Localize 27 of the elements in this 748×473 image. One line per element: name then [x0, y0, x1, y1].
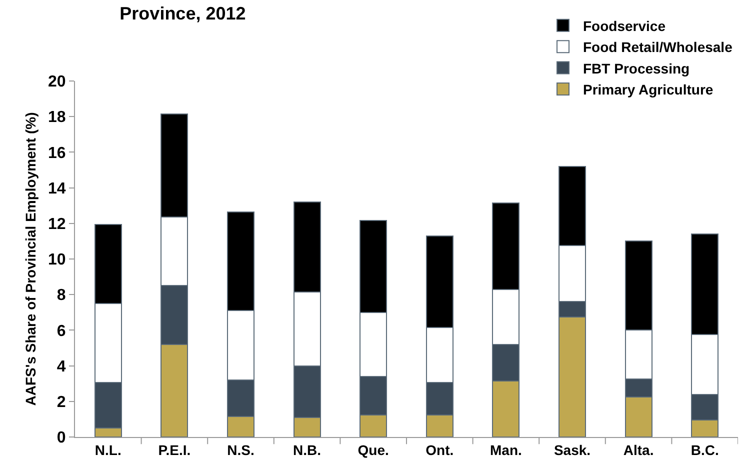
y-tick-label: 10: [48, 252, 66, 269]
legend-label: Food Retail/Wholesale: [583, 39, 733, 56]
y-tick-label: 8: [56, 287, 66, 304]
x-tick-label: Que.: [358, 442, 389, 458]
y-tick-label: 18: [48, 109, 66, 126]
y-tick-label: 20: [48, 74, 66, 91]
y-tick-label: 12: [48, 216, 66, 233]
y-tick-label: 16: [48, 144, 66, 162]
x-tick-label: Man.: [490, 442, 522, 458]
x-tick-label: Sask.: [554, 442, 591, 458]
y-tick-label: 14: [48, 180, 66, 198]
legend-label: Foodservice: [583, 18, 666, 34]
x-tick-label: Alta.: [623, 442, 654, 458]
x-tick-label: N.B.: [293, 442, 322, 458]
y-tick-label: 2: [56, 394, 66, 411]
y-tick-label: 0: [56, 430, 66, 447]
chart-title: Province, 2012: [120, 4, 246, 24]
legend-label: Primary Agriculture: [583, 81, 714, 98]
legend-label: FBT Processing: [583, 60, 690, 76]
x-tick-label: B.C.: [690, 442, 719, 458]
y-axis-title: AAFS's Share of Provincial Employment (%): [22, 112, 39, 406]
x-tick-label: P.E.I.: [158, 442, 191, 458]
y-tick-label: 6: [56, 322, 66, 340]
x-tick-label: Ont.: [426, 442, 454, 458]
x-tick-label: N.S.: [227, 442, 254, 458]
x-tick-label: N.L.: [94, 442, 122, 458]
y-tick-label: 4: [56, 358, 66, 376]
